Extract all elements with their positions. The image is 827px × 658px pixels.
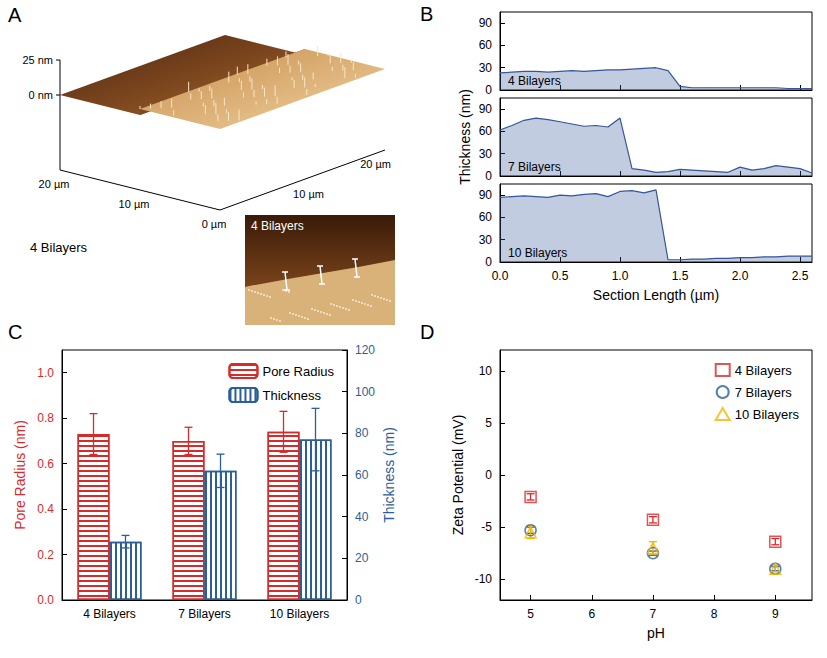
svg-text:Thickness (nm): Thickness (nm): [381, 427, 397, 523]
svg-text:20 µm: 20 µm: [360, 158, 391, 170]
svg-text:60: 60: [479, 210, 493, 224]
svg-text:30: 30: [479, 233, 493, 247]
svg-text:60: 60: [479, 38, 493, 52]
svg-text:C: C: [8, 321, 22, 343]
svg-text:60: 60: [479, 124, 493, 138]
svg-text:120: 120: [355, 343, 375, 357]
svg-text:Pore Radius (nm): Pore Radius (nm): [12, 420, 28, 530]
svg-text:10 µm: 10 µm: [293, 188, 324, 200]
svg-text:0: 0: [355, 593, 362, 607]
svg-text:0.5: 0.5: [552, 269, 569, 283]
svg-text:7 Bilayers: 7 Bilayers: [508, 160, 561, 174]
svg-text:4 Bilayers: 4 Bilayers: [83, 607, 136, 621]
svg-text:0.4: 0.4: [37, 502, 54, 516]
svg-text:4 Bilayers: 4 Bilayers: [251, 219, 304, 233]
svg-text:A: A: [8, 4, 22, 26]
svg-text:0 µm: 0 µm: [202, 218, 227, 230]
svg-text:0: 0: [485, 83, 492, 97]
svg-text:7 Bilayers: 7 Bilayers: [735, 385, 793, 400]
svg-text:B: B: [420, 3, 433, 25]
svg-text:4 Bilayers: 4 Bilayers: [735, 363, 793, 378]
svg-text:-5: -5: [481, 520, 492, 534]
svg-text:80: 80: [355, 426, 369, 440]
svg-text:Pore Radius: Pore Radius: [262, 364, 334, 379]
svg-text:Thickness (nm): Thickness (nm): [457, 89, 473, 185]
svg-text:10 Bilayers: 10 Bilayers: [735, 407, 800, 422]
svg-text:0.6: 0.6: [37, 457, 54, 471]
svg-text:7: 7: [650, 607, 657, 621]
svg-text:25 nm: 25 nm: [22, 54, 53, 66]
svg-text:7 Bilayers: 7 Bilayers: [178, 607, 231, 621]
svg-text:Thickness: Thickness: [262, 388, 321, 403]
svg-text:0.0: 0.0: [37, 593, 54, 607]
svg-text:1.0: 1.0: [37, 366, 54, 380]
svg-text:90: 90: [479, 16, 493, 30]
svg-text:0 nm: 0 nm: [29, 89, 53, 101]
svg-text:0: 0: [485, 169, 492, 183]
svg-text:-10: -10: [475, 572, 493, 586]
svg-text:5: 5: [527, 607, 534, 621]
svg-text:4 Bilayers: 4 Bilayers: [30, 240, 88, 255]
svg-text:D: D: [420, 321, 434, 343]
svg-text:10: 10: [479, 364, 493, 378]
svg-text:20: 20: [355, 551, 369, 565]
svg-text:30: 30: [479, 61, 493, 75]
svg-text:1.0: 1.0: [612, 269, 629, 283]
svg-text:90: 90: [479, 102, 493, 116]
svg-text:pH: pH: [647, 625, 665, 641]
svg-text:0.8: 0.8: [37, 411, 54, 425]
svg-text:10 Bilayers: 10 Bilayers: [270, 607, 329, 621]
svg-text:30: 30: [479, 147, 493, 161]
svg-text:8: 8: [711, 607, 718, 621]
svg-text:0: 0: [485, 468, 492, 482]
svg-text:5: 5: [485, 416, 492, 430]
svg-text:Section Length (µm): Section Length (µm): [593, 287, 719, 303]
svg-text:90: 90: [479, 188, 493, 202]
svg-text:Zeta Potential (mV): Zeta Potential (mV): [450, 415, 466, 536]
svg-text:40: 40: [355, 510, 369, 524]
svg-text:2.5: 2.5: [792, 269, 809, 283]
svg-text:100: 100: [355, 385, 375, 399]
svg-text:4 Bilayers: 4 Bilayers: [508, 74, 561, 88]
svg-text:1.5: 1.5: [672, 269, 689, 283]
svg-text:10 µm: 10 µm: [119, 198, 150, 210]
svg-text:20 µm: 20 µm: [39, 178, 70, 190]
svg-text:9: 9: [772, 607, 779, 621]
svg-text:0.2: 0.2: [37, 548, 54, 562]
svg-text:60: 60: [355, 468, 369, 482]
svg-text:0.0: 0.0: [492, 269, 509, 283]
svg-text:0: 0: [485, 255, 492, 269]
svg-text:6: 6: [588, 607, 595, 621]
svg-text:2.0: 2.0: [732, 269, 749, 283]
svg-text:10 Bilayers: 10 Bilayers: [508, 246, 567, 260]
